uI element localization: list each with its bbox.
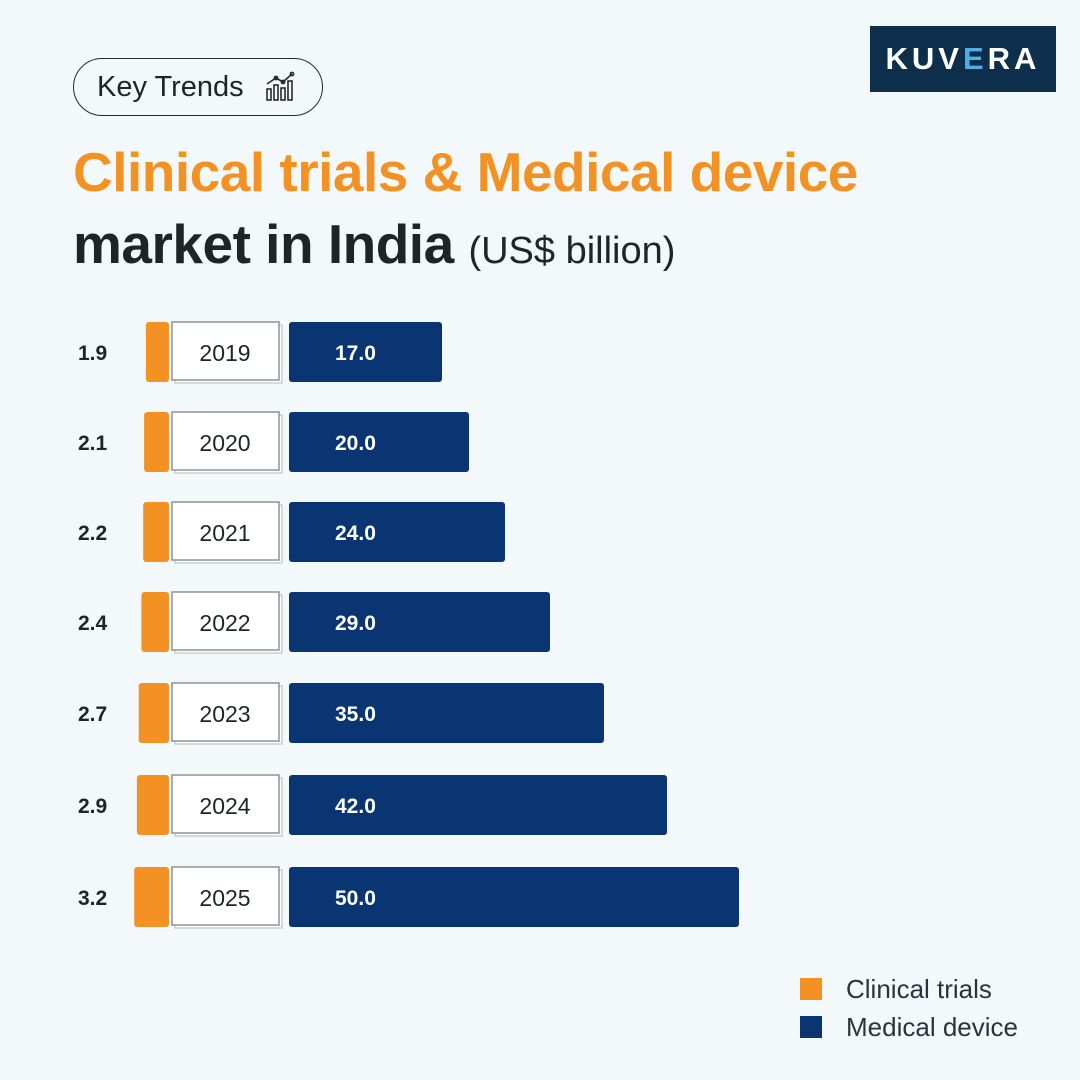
logo-text-b: E (962, 41, 988, 76)
title-line-2: market in India (US$ billion) (73, 212, 675, 276)
year-box (171, 591, 280, 651)
clinical-value-label: 2.7 (78, 703, 107, 726)
title-unit: (US$ billion) (468, 230, 676, 272)
legend-item-clinical: Clinical trials (800, 970, 1018, 1008)
kuvera-logo: KUV E RA (870, 26, 1056, 92)
title-line-1: Clinical trials & Medical device (73, 141, 858, 203)
clinical-bar (141, 592, 169, 652)
year-label: 2019 (199, 340, 250, 366)
legend-label-medical: Medical device (846, 1011, 1018, 1042)
clinical-bar (144, 412, 169, 472)
logo-text-a: KUV (885, 41, 963, 76)
year-box (171, 682, 280, 742)
clinical-bar (134, 867, 169, 927)
legend-swatch-clinical (800, 978, 822, 1000)
clinical-value-label: 2.1 (78, 432, 108, 455)
medical-value-label: 17.0 (335, 342, 376, 365)
year-box (171, 866, 280, 926)
clinical-value-label: 1.9 (78, 342, 107, 365)
legend-item-medical: Medical device (800, 1008, 1018, 1046)
key-trends-badge: Key Trends (73, 58, 323, 116)
medical-bar (289, 412, 469, 472)
legend-swatch-medical (800, 1016, 822, 1038)
clinical-bar (138, 683, 169, 743)
title-market: market in India (73, 213, 454, 275)
clinical-value-label: 2.9 (78, 795, 107, 818)
medical-value-label: 20.0 (335, 432, 376, 455)
chart-trend-icon (265, 71, 295, 101)
legend-label-clinical: Clinical trials (846, 973, 992, 1004)
key-trends-label: Key Trends (97, 70, 244, 103)
year-label: 2020 (199, 430, 250, 456)
medical-bar (289, 322, 442, 382)
medical-bar (289, 867, 739, 927)
medical-bar (289, 775, 667, 835)
year-label: 2023 (199, 701, 250, 727)
year-label: 2022 (199, 610, 250, 636)
medical-value-label: 35.0 (335, 703, 376, 726)
year-box (171, 321, 280, 381)
clinical-bar (136, 775, 169, 835)
clinical-bar (145, 322, 169, 382)
medical-value-label: 50.0 (335, 887, 376, 910)
medical-value-label: 29.0 (335, 612, 376, 635)
clinical-bar (143, 502, 169, 562)
medical-value-label: 24.0 (335, 522, 376, 545)
medical-bar (289, 592, 550, 652)
medical-value-label: 42.0 (335, 795, 376, 818)
year-label: 2021 (199, 520, 250, 546)
clinical-value-label: 2.2 (78, 522, 107, 545)
medical-bar (289, 502, 505, 562)
year-box (171, 501, 280, 561)
legend: Clinical trials Medical device (800, 970, 1018, 1046)
medical-bar (289, 683, 604, 743)
logo-text-c: RA (987, 41, 1041, 76)
year-box (171, 774, 280, 834)
year-label: 2025 (199, 885, 250, 911)
clinical-value-label: 3.2 (78, 887, 107, 910)
year-box (171, 411, 280, 471)
clinical-value-label: 2.4 (78, 612, 108, 635)
year-label: 2024 (199, 793, 250, 819)
